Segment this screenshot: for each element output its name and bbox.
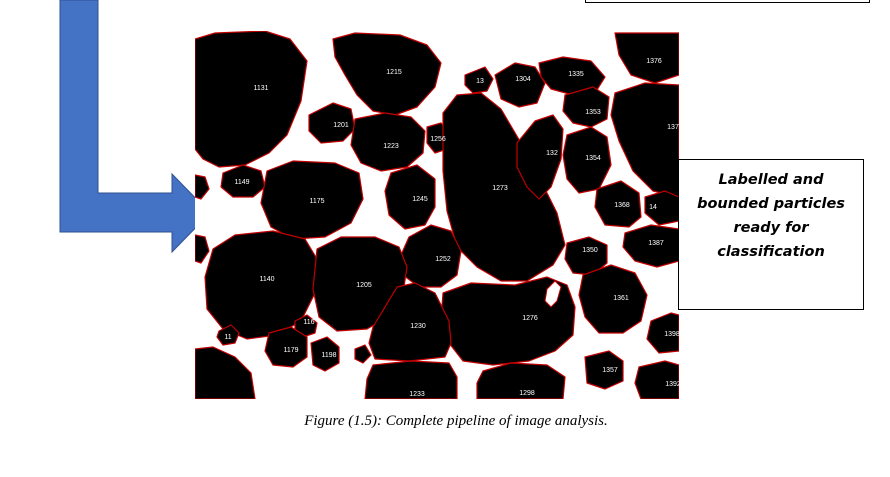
particle-132 [516,114,564,200]
particle-1233 [364,360,458,399]
callout-text: Labelled and bounded particles ready for… [697,172,845,260]
particle-1361 [578,264,648,334]
label-132: 132 [546,150,558,157]
particle-left-edge-a [195,174,210,200]
label-1392: 1392 [665,381,679,388]
label-1368: 1368 [614,202,630,209]
particle-1304 [494,62,546,108]
label-1354: 1354 [585,155,601,162]
label-1140: 1140 [259,276,274,283]
figure-caption: Figure (1.5): Complete pipeline of image… [304,413,608,429]
particle-1198 [310,336,340,372]
label-1131: 1131 [253,85,268,92]
particle-1368 [594,180,642,228]
particle-14 [644,190,679,226]
label-1376: 1376 [646,58,662,65]
particle-1179 [264,326,308,368]
label-1304: 1304 [515,76,531,83]
label-1215: 1215 [386,69,402,76]
label-1256: 1256 [430,136,446,143]
particle-1353 [562,86,610,128]
particle-corner-left [195,346,256,399]
label-1361: 1361 [613,295,629,302]
label-1335: 1335 [568,71,584,78]
particle-1252 [400,224,462,288]
white-inclusion [544,280,562,308]
particle-137 [610,82,679,198]
particle-1357 [584,350,624,390]
particle-1131 [195,31,308,168]
label-1398: 1398 [664,331,679,338]
particle-1392 [634,360,679,399]
label-11: 11 [224,334,231,341]
particle-1245 [384,164,436,230]
label-1175: 1175 [309,198,324,205]
label-1252: 1252 [435,256,451,263]
label-137: 137 [667,124,679,131]
particle-small-a [354,344,372,364]
label-1205: 1205 [356,282,372,289]
particle-1223 [350,112,426,172]
label-1201: 1201 [333,122,349,129]
pipeline-arrow-icon [59,0,211,254]
particle-1230 [368,282,452,362]
particle-1273 [442,92,566,282]
label-1149: 1149 [234,179,249,186]
particle-11 [216,324,240,346]
label-1223: 1223 [383,143,399,150]
labelled-particles-image: 1131 1215 13 1304 1335 1376 1201 1223 12… [195,31,679,399]
label-1233: 1233 [409,391,425,398]
particle-1398 [646,312,679,354]
label-1350: 1350 [582,247,598,254]
top-textbox-edge [585,0,870,3]
label-1353: 1353 [585,109,601,116]
label-1230: 1230 [410,323,426,330]
label-1387: 1387 [648,240,664,247]
particle-1298 [476,362,566,399]
particle-1215 [332,32,442,116]
label-1298: 1298 [519,390,535,397]
particle-1201 [308,102,356,144]
label-1245: 1245 [412,196,428,203]
particle-1387 [622,224,679,268]
label-1273: 1273 [492,185,508,192]
particle-1175 [260,160,364,240]
label-1357: 1357 [602,367,618,374]
particle-left-edge-b [195,234,210,264]
callout-textbox: Labelled and bounded particles ready for… [678,159,864,310]
particle-13 [464,66,494,94]
particle-1276 [440,276,576,366]
label-1198: 1198 [321,352,336,359]
label-116: 116 [303,319,314,326]
label-1276: 1276 [522,315,538,322]
label-14: 14 [649,204,657,211]
label-13: 13 [476,78,484,85]
particle-1149 [220,164,266,198]
label-1179: 1179 [283,347,298,354]
